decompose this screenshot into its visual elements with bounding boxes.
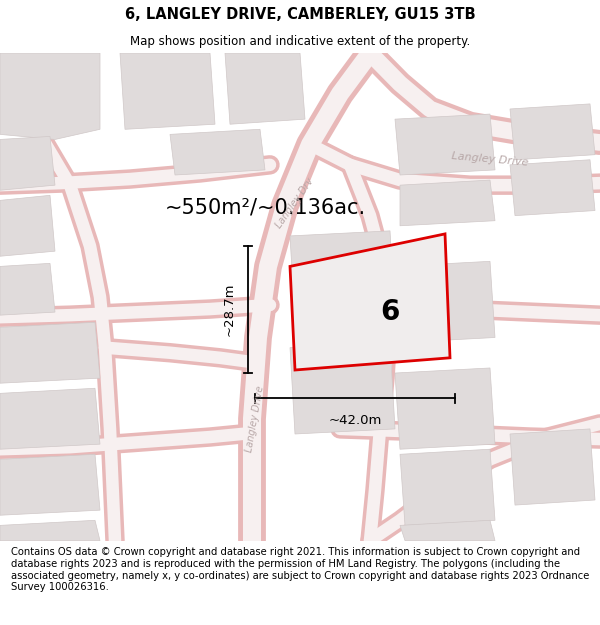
- Text: ~28.7m: ~28.7m: [223, 283, 236, 336]
- Polygon shape: [0, 53, 100, 139]
- Polygon shape: [510, 104, 595, 160]
- Polygon shape: [395, 368, 495, 449]
- Polygon shape: [395, 114, 495, 175]
- Text: ~42.0m: ~42.0m: [328, 414, 382, 428]
- Polygon shape: [0, 388, 100, 449]
- Polygon shape: [400, 520, 495, 541]
- Text: Contains OS data © Crown copyright and database right 2021. This information is : Contains OS data © Crown copyright and d…: [11, 548, 589, 592]
- Polygon shape: [120, 53, 215, 129]
- Text: 6: 6: [380, 298, 400, 326]
- Text: Langley Drive: Langley Drive: [451, 151, 529, 168]
- Text: Langley Drv: Langley Drv: [274, 176, 316, 231]
- Polygon shape: [0, 454, 100, 515]
- Polygon shape: [0, 195, 55, 256]
- Text: 6, LANGLEY DRIVE, CAMBERLEY, GU15 3TB: 6, LANGLEY DRIVE, CAMBERLEY, GU15 3TB: [125, 8, 475, 22]
- Polygon shape: [0, 322, 100, 383]
- Polygon shape: [395, 261, 495, 343]
- Text: Langley Drive: Langley Drive: [244, 385, 266, 452]
- Polygon shape: [400, 449, 495, 526]
- Polygon shape: [290, 231, 395, 322]
- Polygon shape: [290, 342, 395, 434]
- Polygon shape: [0, 136, 55, 190]
- Polygon shape: [400, 180, 495, 226]
- Polygon shape: [0, 520, 100, 541]
- Polygon shape: [510, 160, 595, 216]
- Polygon shape: [0, 263, 55, 315]
- Polygon shape: [225, 53, 305, 124]
- Text: Map shows position and indicative extent of the property.: Map shows position and indicative extent…: [130, 35, 470, 48]
- Text: ~550m²/~0.136ac.: ~550m²/~0.136ac.: [165, 198, 366, 217]
- Polygon shape: [510, 429, 595, 505]
- Polygon shape: [170, 129, 265, 175]
- Polygon shape: [290, 234, 450, 370]
